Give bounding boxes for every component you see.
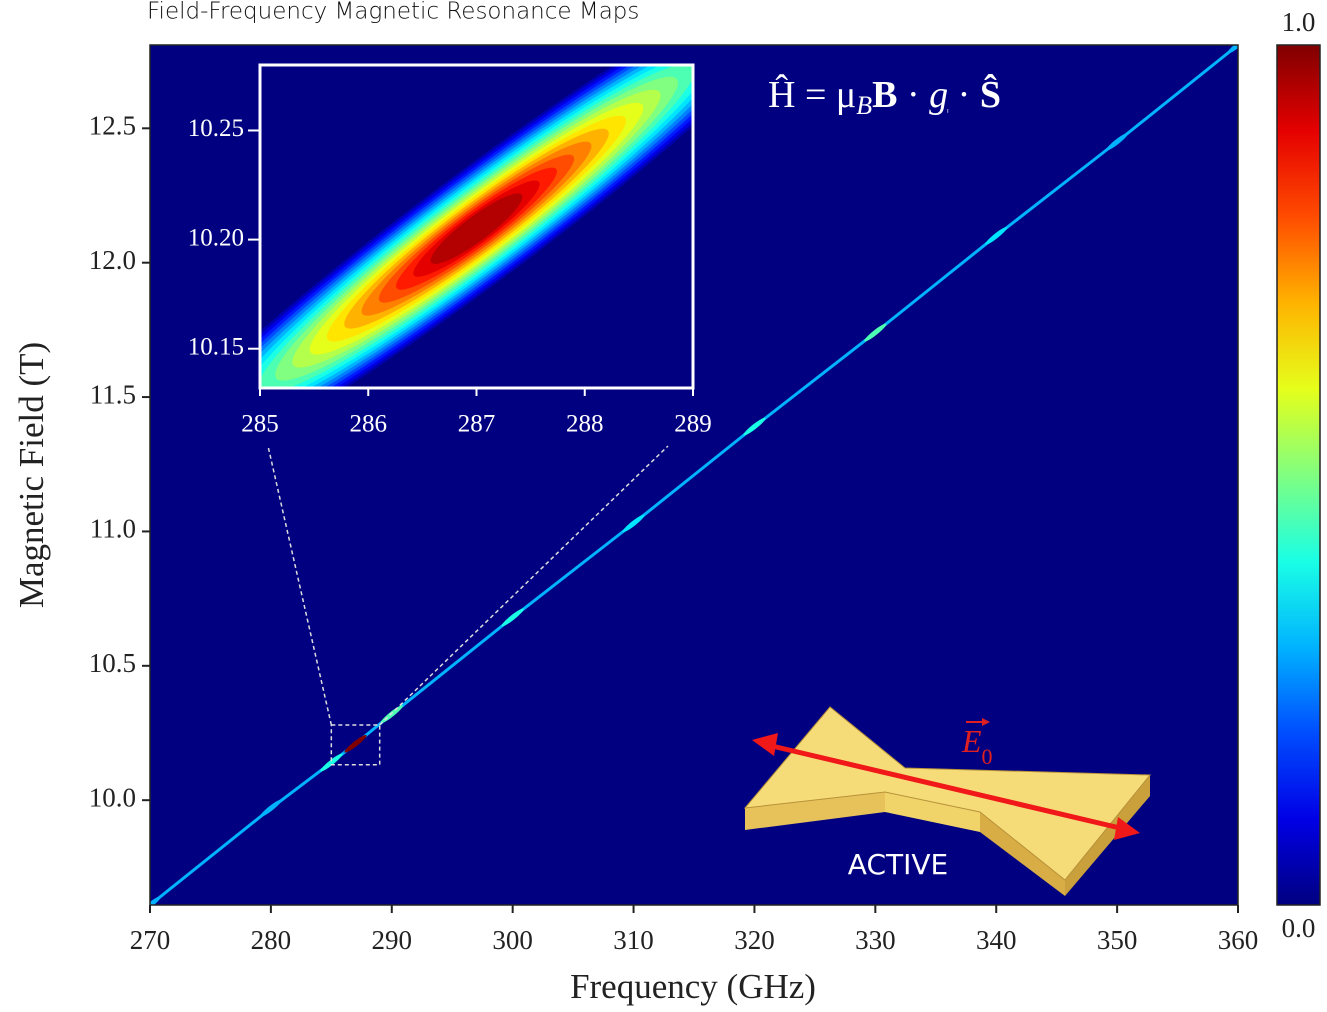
zoom-connector bbox=[379, 445, 669, 726]
resonance-spot bbox=[985, 226, 1008, 245]
x-tick-label: 360 bbox=[1218, 925, 1259, 955]
y-axis-label: Magnetic Field (T) bbox=[12, 342, 51, 608]
inset-x-tick-label: 289 bbox=[674, 411, 712, 438]
zoom-connector bbox=[267, 445, 333, 726]
resonance-spot bbox=[501, 608, 524, 627]
y-tick-label: 11.0 bbox=[90, 514, 136, 544]
x-tick-label: 350 bbox=[1097, 925, 1138, 955]
antenna-side bbox=[1065, 775, 1150, 896]
y-tick-label: 11.5 bbox=[90, 379, 136, 409]
y-tick-label: 10.0 bbox=[89, 782, 136, 812]
colorbar-tick-label: 0.0 bbox=[1282, 913, 1316, 943]
resonance-spot bbox=[1106, 132, 1129, 151]
formula-part: B bbox=[872, 74, 897, 116]
inset-x-tick-label: 285 bbox=[241, 411, 279, 438]
x-tick-label: 330 bbox=[855, 925, 896, 955]
x-axis-label: Frequency (GHz) bbox=[570, 967, 816, 1006]
y-tick-label: 10.5 bbox=[89, 648, 136, 678]
chart-title: Field-Frequency Magnetic Resonance Maps bbox=[147, 0, 639, 25]
inset-x-tick-label: 287 bbox=[458, 411, 496, 438]
formula-part: · bbox=[898, 74, 930, 116]
resonance-spot bbox=[864, 323, 887, 342]
inset-y-tick-label: 10.15 bbox=[188, 333, 244, 360]
x-tick-label: 300 bbox=[492, 925, 533, 955]
antenna: E0 ACTIVE bbox=[743, 706, 1152, 896]
x-tick-label: 340 bbox=[976, 925, 1017, 955]
x-tick-label: 310 bbox=[613, 925, 654, 955]
formula-part: g bbox=[929, 74, 948, 116]
formula: Ĥ = μBB · g · Ŝ bbox=[768, 73, 1001, 120]
x-tick-label: 270 bbox=[130, 925, 171, 955]
inset-x-tick-label: 288 bbox=[566, 411, 604, 438]
zoom-box bbox=[330, 724, 381, 766]
inset-contour bbox=[430, 193, 523, 264]
resonance-spot bbox=[150, 896, 162, 905]
plot-frame bbox=[149, 44, 1239, 906]
heatmap bbox=[150, 45, 1238, 905]
field-label: E0 bbox=[961, 723, 993, 769]
device-label: ACTIVE bbox=[848, 848, 948, 881]
resonance-spot bbox=[344, 734, 367, 753]
formula-part: Ĥ = μ bbox=[768, 74, 856, 116]
formula-part: Ŝ bbox=[980, 73, 1001, 116]
x-tick-label: 280 bbox=[251, 925, 292, 955]
resonance-spot bbox=[320, 753, 343, 772]
resonance-spot bbox=[1226, 45, 1238, 54]
antenna-side bbox=[745, 792, 885, 830]
field-label-main: E bbox=[961, 723, 982, 759]
y-tick-label: 12.5 bbox=[89, 111, 136, 141]
field-arrow bbox=[771, 743, 1121, 831]
arrow-head bbox=[752, 733, 778, 756]
colorbar-tick-label: 1.0 bbox=[1282, 7, 1316, 37]
x-tick-label: 320 bbox=[734, 925, 775, 955]
arrow-head bbox=[1114, 817, 1140, 840]
antenna-side bbox=[885, 792, 980, 832]
resonance-spot bbox=[622, 514, 645, 533]
antenna-side bbox=[980, 812, 1065, 896]
vector-arrow bbox=[982, 718, 990, 726]
inset-y-tick-label: 10.25 bbox=[188, 115, 244, 142]
inset-y-tick-label: 10.20 bbox=[188, 224, 244, 251]
field-label-sub: 0 bbox=[982, 744, 993, 769]
inset-x-tick-label: 286 bbox=[350, 411, 388, 438]
y-tick-label: 12.0 bbox=[89, 245, 136, 275]
x-tick-label: 290 bbox=[372, 925, 413, 955]
colorbar bbox=[1276, 44, 1321, 906]
formula-sub: B bbox=[856, 91, 872, 120]
formula-part: · bbox=[948, 74, 980, 116]
inset-heatmap bbox=[260, 65, 693, 388]
resonance-spot bbox=[743, 417, 766, 436]
resonance-spot bbox=[259, 799, 282, 818]
